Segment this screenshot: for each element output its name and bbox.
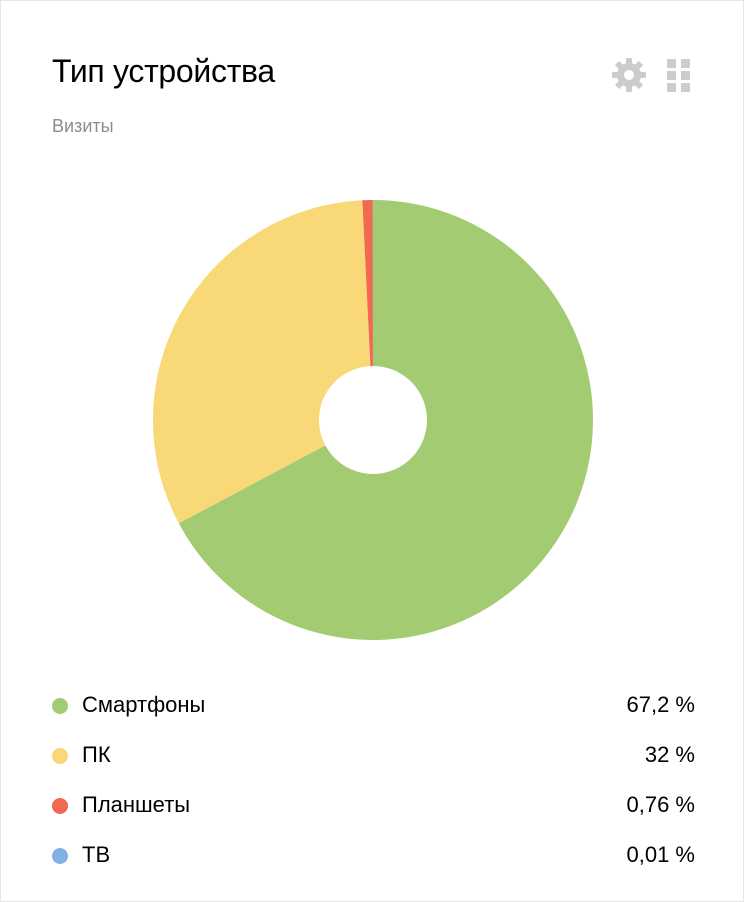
pie-slice[interactable] <box>362 200 373 367</box>
legend-dot <box>52 698 68 714</box>
drag-handle-icon <box>667 59 690 92</box>
legend-dot <box>52 748 68 764</box>
drag-handle-button[interactable] <box>665 57 693 93</box>
settings-button[interactable] <box>611 57 647 93</box>
legend-value: 32 % <box>644 742 695 767</box>
legend-item[interactable]: ПК 32 % <box>52 733 695 783</box>
pie-slice[interactable] <box>152 200 371 524</box>
legend-value: 67,2 % <box>626 692 696 717</box>
widget-subtitle: Визиты <box>52 116 114 136</box>
donut-chart <box>152 200 593 640</box>
legend-label: ТВ <box>82 842 111 867</box>
gear-icon <box>612 58 646 92</box>
legend-label: ПК <box>82 742 111 767</box>
legend-value: 0,76 % <box>626 792 696 817</box>
widget-title: Тип устройства <box>52 53 275 89</box>
legend-dot <box>52 798 68 814</box>
legend-value: 0,01 % <box>626 842 696 867</box>
legend-label: Смартфоны <box>82 692 206 717</box>
chart-legend: Смартфоны 67,2 % ПК 32 % Планшеты 0,76 % ТВ 0,0… <box>52 683 695 883</box>
legend-label: Планшеты <box>82 792 191 817</box>
legend-item[interactable]: Смартфоны 67,2 % <box>52 683 695 733</box>
legend-item[interactable]: ТВ 0,01 % <box>52 833 695 883</box>
pie-slice[interactable] <box>178 200 593 640</box>
legend-dot <box>52 848 68 864</box>
legend-item[interactable]: Планшеты 0,76 % <box>52 783 695 833</box>
